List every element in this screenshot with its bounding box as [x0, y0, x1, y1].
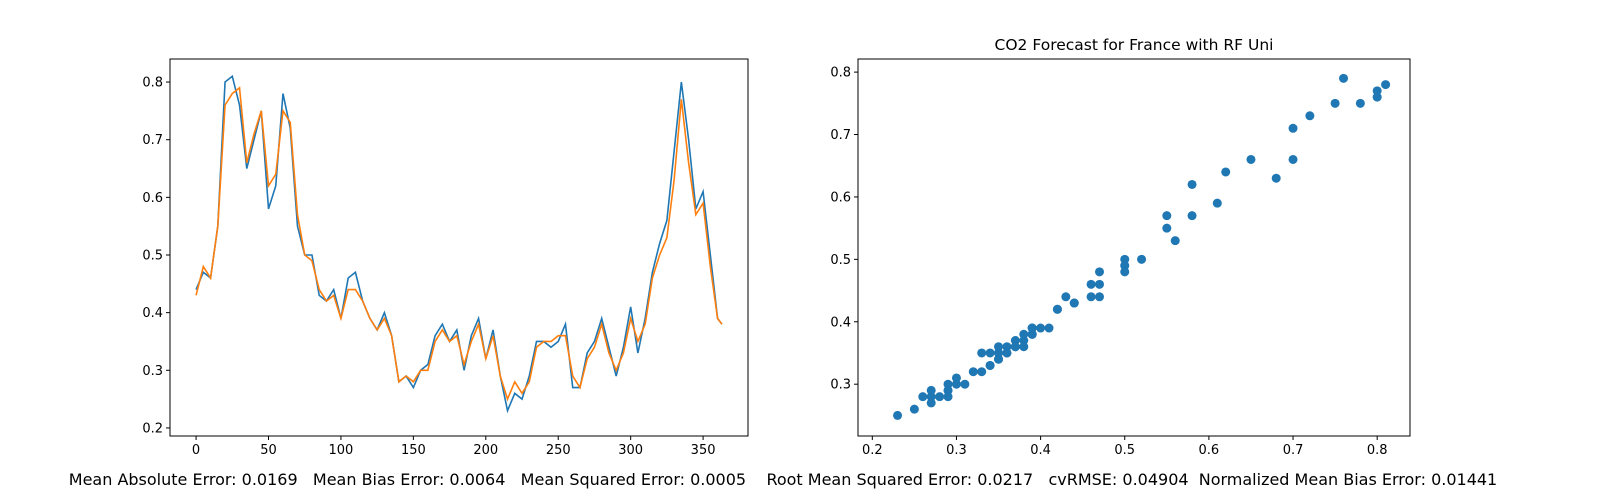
x-tick-label: 0.4: [1030, 443, 1051, 458]
scatter-point: [1027, 323, 1037, 333]
scatter-point: [1339, 73, 1349, 83]
x-tick-label: 350: [691, 443, 716, 458]
chart-title: CO2 Forecast for France with RF Uni: [995, 36, 1274, 54]
y-tick-label: 0.7: [830, 128, 851, 143]
y-tick-label: 0.8: [830, 66, 851, 81]
scatter-point: [1120, 267, 1130, 277]
y-tick-label: 0.2: [142, 421, 163, 436]
scatter-point: [1120, 254, 1130, 264]
axes-frame: [169, 58, 749, 437]
scatter-point: [1044, 323, 1054, 333]
scatter-point: [893, 410, 903, 420]
scatter-point: [994, 354, 1004, 364]
x-tick-label: 50: [260, 443, 277, 458]
scatter-point: [1061, 292, 1071, 302]
scatter-point: [1187, 179, 1197, 189]
scatter-point: [1330, 98, 1340, 108]
y-tick-label: 0.3: [830, 378, 851, 393]
x-tick-label: 0.2: [862, 443, 883, 458]
scatter-point: [935, 392, 945, 402]
scatter-point: [1095, 292, 1104, 302]
scatter-point: [1162, 223, 1172, 233]
scatter-point: [1036, 323, 1046, 333]
x-tick-label: 0.3: [946, 443, 967, 458]
x-tick-label: 300: [618, 443, 643, 458]
y-tick-label: 0.6: [830, 190, 851, 205]
scatter-point: [1162, 211, 1172, 221]
scatter-point: [1221, 167, 1231, 177]
scatter-point: [943, 392, 953, 402]
scatter-point: [1095, 279, 1104, 289]
scatter-point: [926, 385, 936, 395]
scatter-point: [1372, 86, 1382, 96]
scatter-point: [1137, 254, 1147, 264]
scatter-point: [1052, 304, 1062, 314]
scatter-point: [985, 348, 995, 358]
scatter-point: [943, 379, 953, 389]
scatter-point: [918, 392, 928, 402]
y-tick-label: 0.6: [142, 191, 163, 206]
scatter-point: [1381, 80, 1391, 90]
scatter-point: [1027, 329, 1037, 339]
scatter-point: [1271, 173, 1281, 183]
scatter-point: [1372, 92, 1382, 102]
scatter-point: [1305, 111, 1315, 121]
scatter-point: [985, 360, 995, 370]
x-tick-label: 0: [192, 443, 200, 458]
axes-frame: [857, 58, 1411, 437]
scatter-point: [1069, 298, 1079, 308]
line-series: [195, 86, 723, 402]
scatter-point: [1019, 336, 1029, 346]
x-tick-label: 200: [473, 443, 498, 458]
x-tick-label: 100: [329, 443, 354, 458]
scatter-point: [1086, 292, 1096, 302]
scatter-point: [909, 404, 919, 414]
scatter-point: [960, 379, 970, 389]
metrics-footer: Mean Absolute Error: 0.0169 Mean Bias Er…: [69, 470, 1497, 489]
scatter-point: [1002, 342, 1012, 352]
scatter-point: [1288, 154, 1298, 164]
x-tick-label: 250: [546, 443, 571, 458]
x-tick-label: 0.6: [1199, 443, 1220, 458]
scatter-point: [1288, 123, 1298, 133]
x-tick-label: 0.5: [1114, 443, 1135, 458]
x-tick-label: 150: [401, 443, 426, 458]
scatter-point: [926, 398, 936, 408]
scatter-point: [1010, 342, 1020, 352]
scatter-point: [994, 342, 1004, 352]
y-tick-label: 0.5: [142, 248, 163, 263]
y-tick-label: 0.8: [142, 76, 163, 91]
scatter-point: [1170, 236, 1180, 246]
scatter-point: [977, 367, 987, 377]
scatter-point: [994, 348, 1004, 358]
scatter-point: [951, 373, 961, 383]
y-tick-label: 0.4: [142, 306, 163, 321]
x-tick-label: 0.8: [1367, 443, 1388, 458]
y-tick-label: 0.7: [142, 133, 163, 148]
scatter-point: [1246, 154, 1256, 164]
scatter-point: [1120, 261, 1130, 271]
y-tick-label: 0.4: [830, 315, 851, 330]
scatter-point: [1187, 211, 1197, 221]
scatter-point: [977, 348, 987, 358]
scatter-point: [943, 385, 953, 395]
scatter-point: [1002, 348, 1012, 358]
scatter-point: [1010, 336, 1020, 346]
scatter-point: [1019, 329, 1029, 339]
scatter-point: [1086, 279, 1096, 289]
x-tick-label: 0.7: [1283, 443, 1304, 458]
scatter-point: [926, 392, 936, 402]
scatter-point: [1355, 98, 1365, 108]
scatter-point: [1019, 342, 1029, 352]
scatter-point: [968, 367, 978, 377]
scatter-point: [1212, 198, 1222, 208]
scatter-point: [951, 379, 961, 389]
y-tick-label: 0.5: [830, 253, 851, 268]
y-tick-label: 0.3: [142, 364, 163, 379]
scatter-point: [1095, 267, 1104, 277]
